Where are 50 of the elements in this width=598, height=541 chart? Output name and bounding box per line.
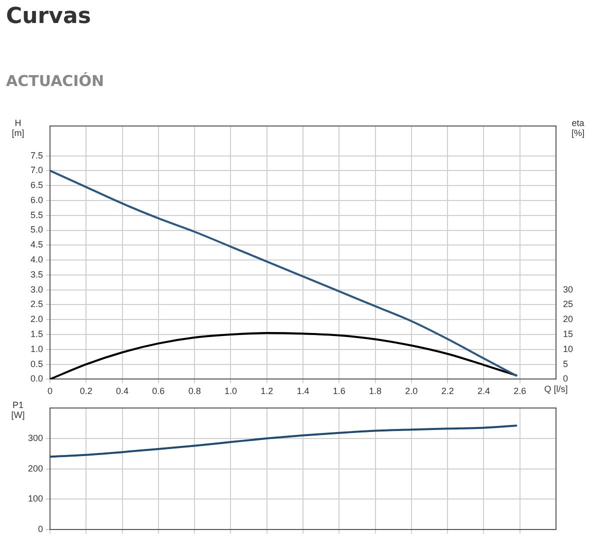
x-tick-label: 2.2	[441, 386, 454, 396]
x-tick-label: 0.8	[188, 386, 201, 396]
y-tick-label: 6.0	[30, 194, 43, 205]
y-tick-label: 5.5	[30, 210, 43, 220]
y-tick-label: 200	[28, 463, 43, 474]
y2-tick-label: 10	[563, 344, 574, 354]
x-tick-label: 0	[47, 386, 53, 396]
y2-tick-label: 20	[563, 314, 574, 324]
x-tick-label: 0.6	[152, 386, 165, 396]
y-tick-label: 2.5	[30, 299, 43, 310]
y-tick-label: 3.5	[30, 269, 43, 280]
y-tick-label: 0.5	[30, 358, 43, 369]
line-series	[50, 170, 518, 377]
y-tick-label: 3.0	[30, 284, 43, 294]
line-series	[50, 332, 518, 380]
y-tick-label: 4.5	[30, 240, 43, 250]
x-tick-label: 1.8	[369, 386, 382, 396]
y-tick-label: 0.0	[30, 374, 43, 384]
y-axis-title: H [m]	[12, 118, 24, 138]
y-tick-label: 300	[28, 432, 43, 443]
x-tick-label: 0.2	[80, 386, 92, 396]
x-tick-label: 2.4	[477, 386, 490, 396]
y2-axis-title: eta [%]	[571, 118, 585, 138]
x-tick-label: 1.2	[260, 386, 274, 396]
y-tick-label: 1.5	[30, 329, 43, 339]
chart-subtitle: ACTUACIÓN	[6, 72, 104, 90]
x-tick-label: 1.6	[332, 386, 346, 396]
y-axis-title: P1 [W]	[11, 400, 25, 420]
y-tick-label: 1.0	[30, 344, 43, 354]
y2-tick-label: 5	[563, 358, 568, 369]
x-tick-label: 2.0	[405, 386, 418, 396]
x-tick-label: 1.0	[224, 386, 237, 396]
y-tick-label: 2.0	[30, 314, 43, 324]
x-tick-label: 2.6	[514, 386, 526, 396]
chart-title: Curvas	[6, 4, 91, 29]
y-tick-label: 7.0	[30, 165, 43, 176]
x-axis-title: Q [l/s]	[544, 384, 568, 394]
y-tick-label: 7.5	[30, 150, 43, 160]
y-tick-label: 6.5	[30, 180, 43, 190]
y2-tick-label: 30	[563, 284, 574, 294]
y-tick-label: 0	[38, 524, 43, 534]
y-tick-label: 5.0	[30, 224, 43, 235]
y2-tick-label: 15	[563, 329, 574, 339]
y-tick-label: 100	[28, 494, 43, 504]
y2-tick-label: 0	[563, 374, 568, 384]
y2-tick-label: 25	[563, 299, 574, 310]
y-tick-label: 4.0	[30, 254, 43, 265]
x-tick-label: 1.4	[296, 386, 310, 396]
x-tick-label: 0.4	[116, 386, 129, 396]
line-series	[50, 424, 518, 458]
